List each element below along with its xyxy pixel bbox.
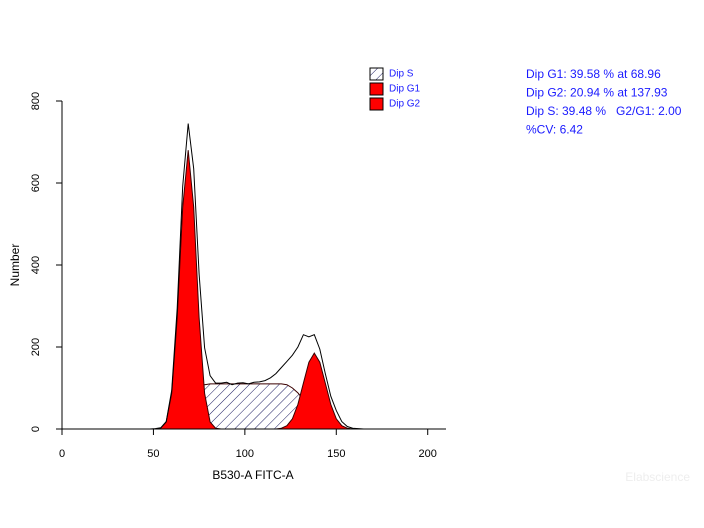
y-tick-label: 600 [30, 174, 42, 192]
watermark: Elabscience [625, 470, 690, 484]
y-tick-label: 0 [30, 426, 42, 432]
x-tick-label: 150 [327, 448, 345, 460]
stats-annotation: Dip S: 39.48 % G2/G1: 2.00 [526, 104, 682, 118]
legend-swatch [369, 67, 384, 81]
y-tick-label: 800 [30, 92, 42, 110]
legend-swatch [369, 82, 384, 96]
x-tick-label: 50 [147, 448, 159, 460]
y-tick-label: 400 [30, 256, 42, 274]
x-tick-label: 0 [59, 448, 65, 460]
y-tick-label: 200 [30, 338, 42, 356]
stats-annotation: Dip G2: 20.94 % at 137.93 [526, 86, 668, 100]
stats-annotation: %CV: 6.42 [526, 123, 583, 137]
x-tick-label: 100 [236, 448, 254, 460]
legend-label: Dip G2 [389, 99, 421, 110]
legend-swatch [369, 97, 384, 111]
series-line [133, 123, 392, 430]
x-axis-title: B530-A FITC-A [212, 468, 293, 482]
x-tick-label: 200 [419, 448, 437, 460]
legend-label: Dip S [389, 69, 414, 80]
legend-label: Dip G1 [389, 84, 421, 95]
y-axis-title: Number [8, 244, 22, 287]
stats-annotation: Dip G1: 39.58 % at 68.96 [526, 67, 661, 81]
